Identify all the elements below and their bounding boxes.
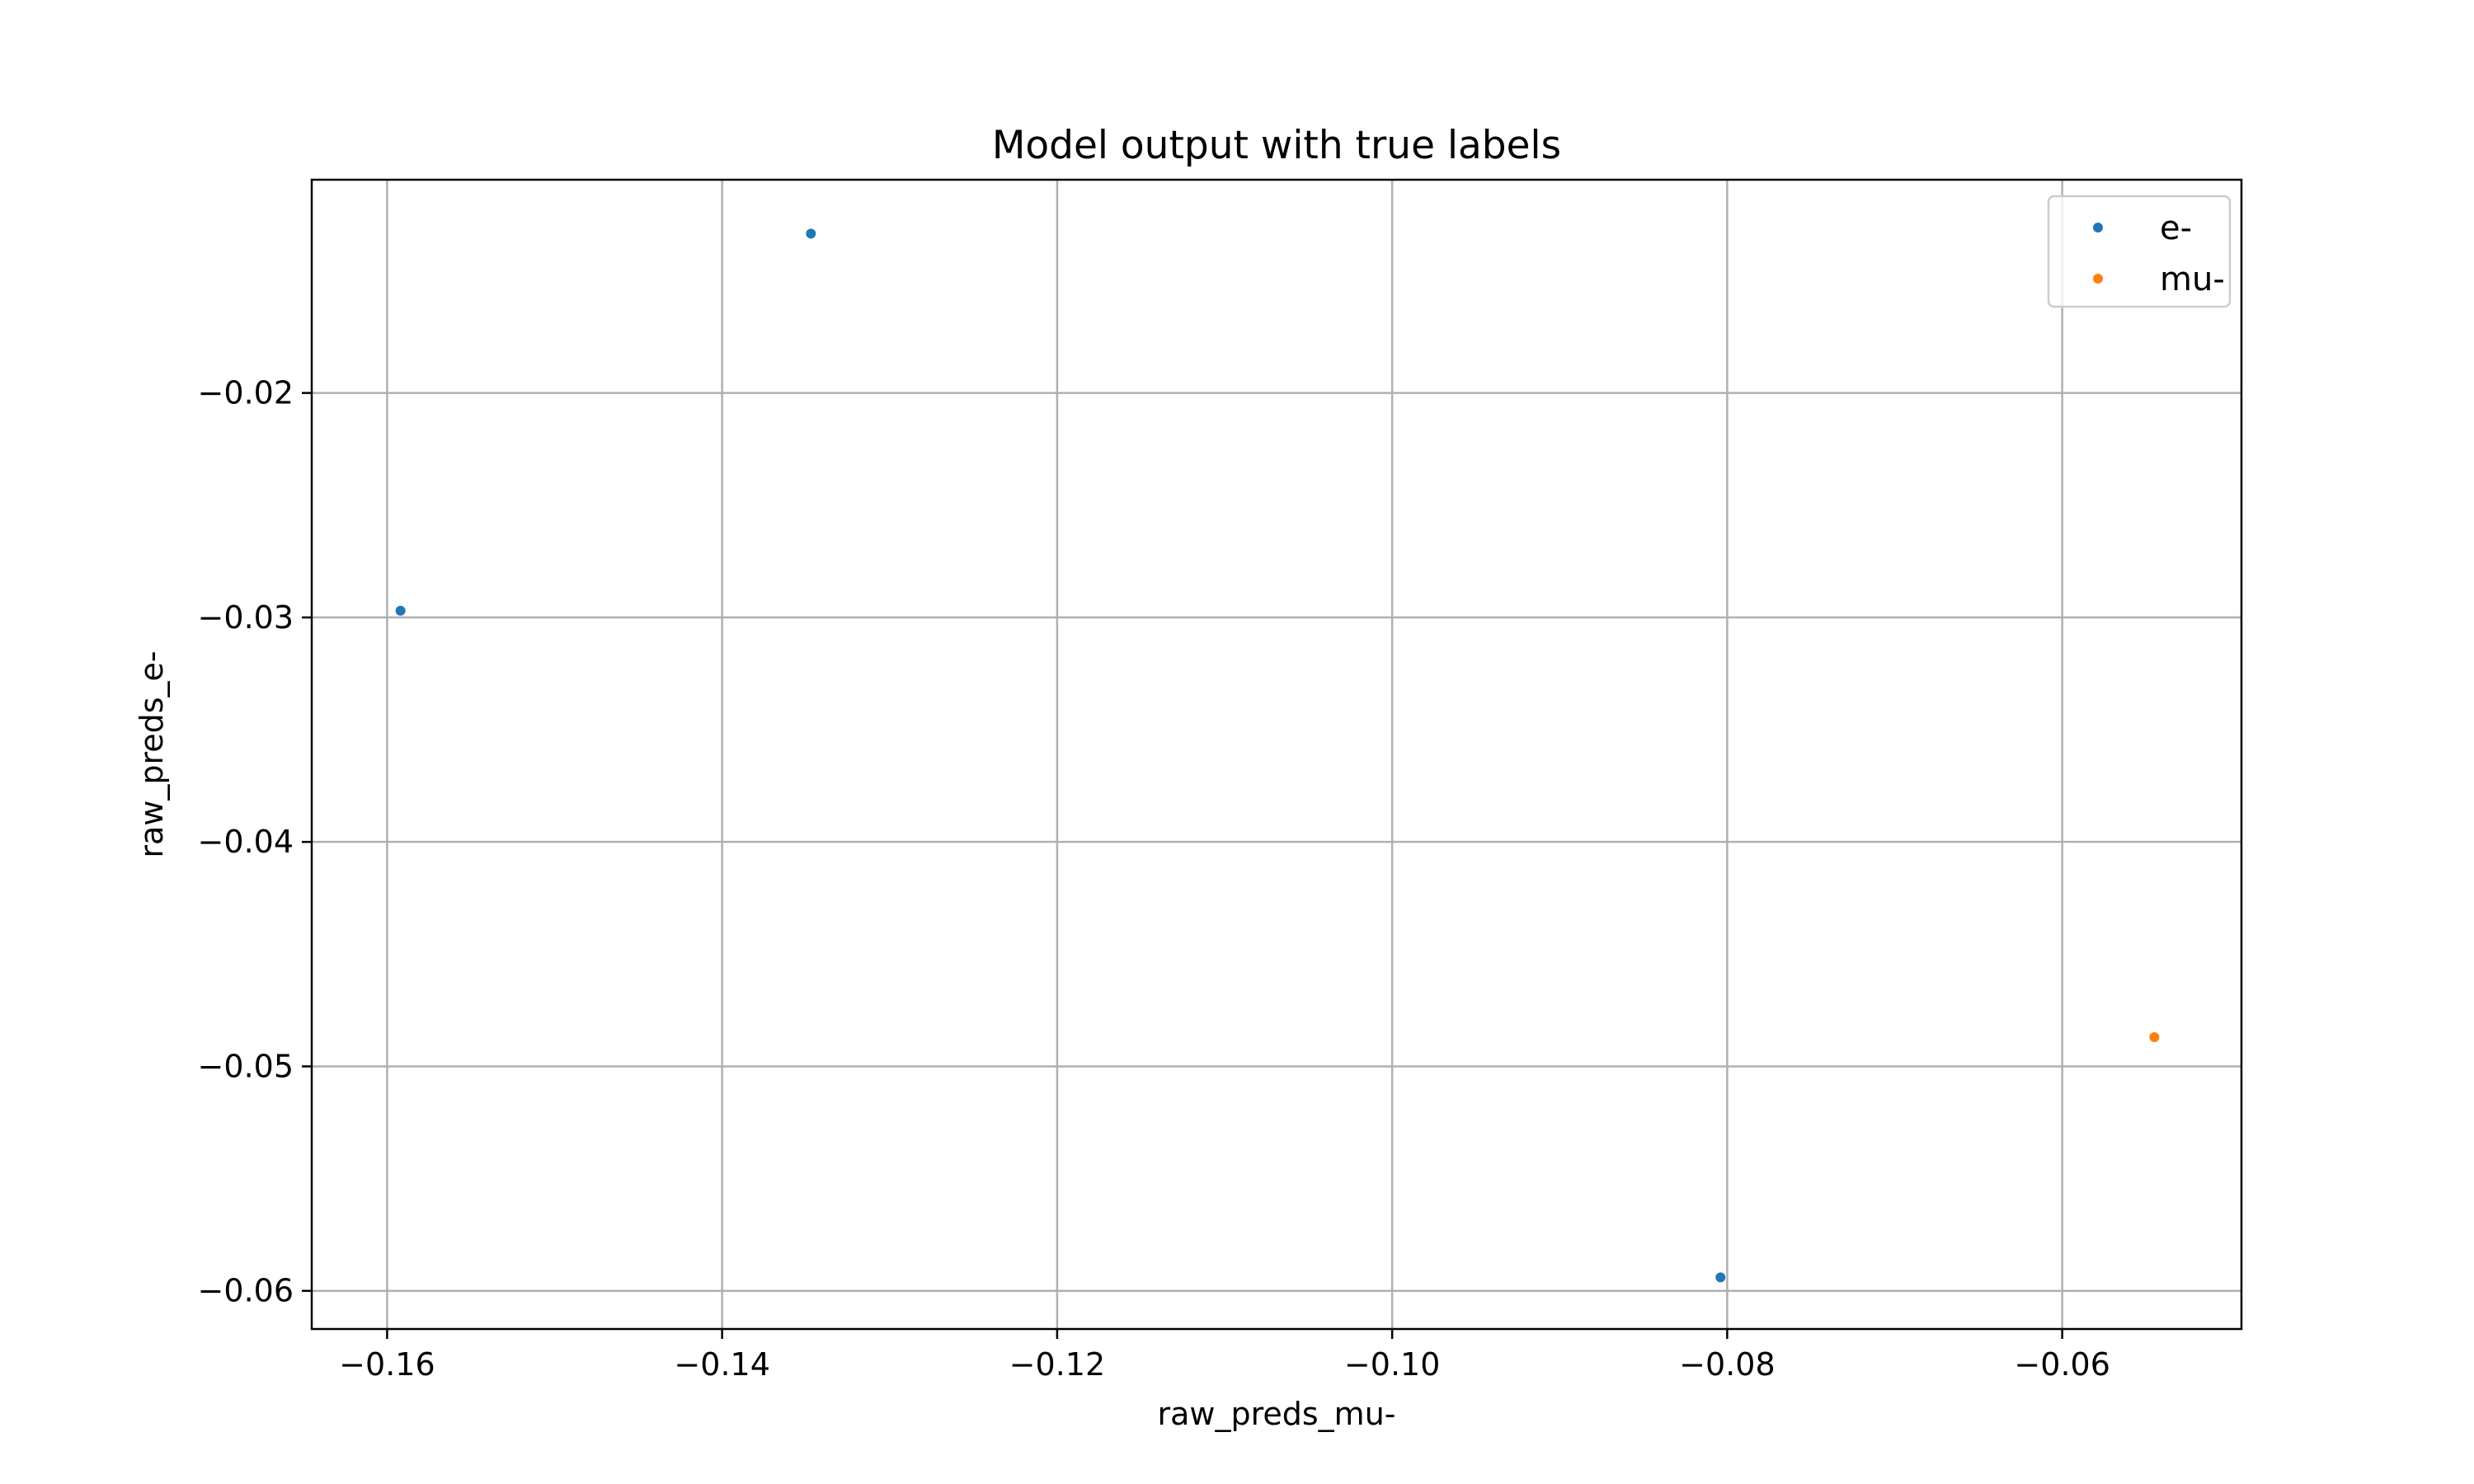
y-tick-label: −0.06 bbox=[198, 1273, 294, 1309]
x-tick-label: −0.10 bbox=[1344, 1346, 1440, 1383]
chart-title: Model output with true labels bbox=[992, 123, 1561, 168]
legend-entries: e-mu- bbox=[2093, 209, 2225, 298]
y-tick-label: −0.05 bbox=[198, 1048, 294, 1084]
x-axis-label: raw_preds_mu- bbox=[1157, 1396, 1395, 1432]
legend-label: mu- bbox=[2160, 261, 2225, 298]
y-axis-ticks: −0.02 −0.03 −0.04 −0.05 −0.06 bbox=[198, 375, 312, 1309]
x-tick-label: −0.06 bbox=[2014, 1346, 2109, 1383]
data-points bbox=[395, 228, 2160, 1283]
y-axis-label: raw_preds_e- bbox=[134, 650, 170, 857]
grid-lines bbox=[312, 180, 2241, 1329]
data-point bbox=[395, 605, 406, 616]
data-point bbox=[1715, 1272, 1726, 1283]
y-tick-label: −0.03 bbox=[198, 599, 294, 636]
legend-marker bbox=[2093, 274, 2103, 284]
x-tick-label: −0.08 bbox=[1679, 1346, 1775, 1383]
legend: e-mu- bbox=[2047, 195, 2232, 308]
x-tick-label: −0.16 bbox=[339, 1346, 435, 1383]
data-point bbox=[806, 228, 816, 239]
data-point bbox=[2149, 1032, 2160, 1043]
legend-label: e- bbox=[2160, 209, 2192, 247]
y-tick-label: −0.04 bbox=[198, 824, 294, 860]
y-tick-label: −0.02 bbox=[198, 375, 294, 411]
legend-marker bbox=[2093, 223, 2103, 232]
plot-frame bbox=[310, 178, 2243, 1331]
x-axis-ticks: −0.16 −0.14 −0.12 −0.10 −0.08 −0.06 bbox=[339, 1329, 2110, 1383]
x-tick-label: −0.14 bbox=[674, 1346, 769, 1383]
x-tick-label: −0.12 bbox=[1009, 1346, 1105, 1383]
